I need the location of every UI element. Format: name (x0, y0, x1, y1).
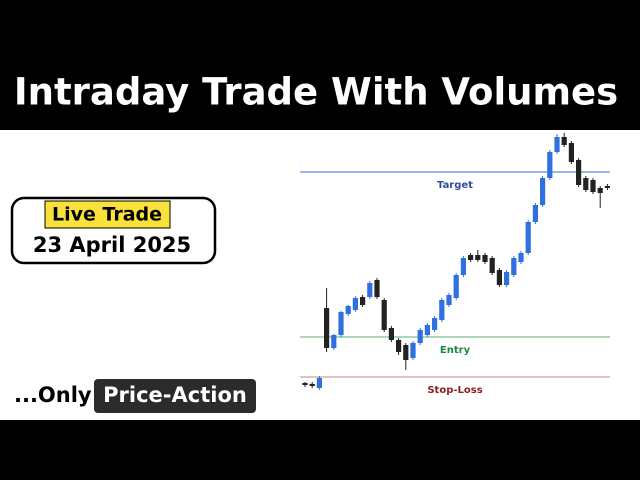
candlestick-chart: Target Entry Stop-Loss (300, 133, 610, 396)
candle-body (547, 152, 553, 178)
candle-body (540, 178, 546, 205)
top-bar (0, 0, 640, 130)
candle-body (410, 343, 416, 358)
candle-body (439, 300, 445, 320)
candle-body (345, 306, 351, 314)
candle-body (597, 188, 603, 193)
candle-body (532, 205, 538, 222)
candle-body (453, 275, 459, 298)
candle-body (468, 255, 474, 260)
candle-body (388, 328, 394, 340)
candle-body (604, 186, 610, 188)
badge-date: 23 April 2025 (33, 233, 191, 257)
candle-body (302, 383, 308, 385)
candle-body (424, 325, 430, 335)
footer-highlight: Price-Action (103, 383, 247, 407)
candle-body (360, 297, 366, 305)
candle-body (374, 280, 380, 297)
candle-body (576, 160, 582, 185)
title: Intraday Trade With Volumes (14, 71, 618, 114)
candle-body (504, 272, 510, 285)
candle-body (460, 258, 466, 275)
candle-body (561, 137, 567, 145)
level-label: Entry (440, 345, 471, 356)
footer-prefix: ...Only (14, 383, 92, 407)
candle-body (432, 318, 438, 330)
candle-body (316, 378, 322, 388)
candle-body (525, 222, 531, 253)
candle-body (417, 330, 423, 343)
badge-label: Live Trade (52, 204, 162, 226)
level-label: Target (437, 180, 473, 191)
candle-body (554, 137, 560, 152)
candle-body (482, 255, 488, 262)
candle-body (518, 253, 524, 262)
candle-body (338, 312, 344, 335)
candle-body (583, 178, 589, 190)
candle-body (352, 298, 358, 310)
candle-body (489, 258, 495, 273)
candle-body (446, 295, 452, 305)
candle-body (475, 255, 481, 260)
candle-body (367, 283, 373, 297)
candle-body (511, 258, 517, 275)
badge-label-bg (44, 200, 171, 229)
bottom-bar (0, 420, 640, 480)
candle-body (403, 345, 409, 360)
candle-body (309, 384, 315, 386)
candle-body (396, 340, 402, 352)
candle-body (590, 180, 596, 192)
footer-highlight-bg (94, 379, 256, 413)
candle-body (331, 335, 337, 348)
candle-body (324, 308, 330, 348)
candle-body (496, 270, 502, 285)
level-label: Stop-Loss (427, 385, 482, 396)
candle-body (381, 300, 387, 330)
candle-body (568, 143, 574, 162)
